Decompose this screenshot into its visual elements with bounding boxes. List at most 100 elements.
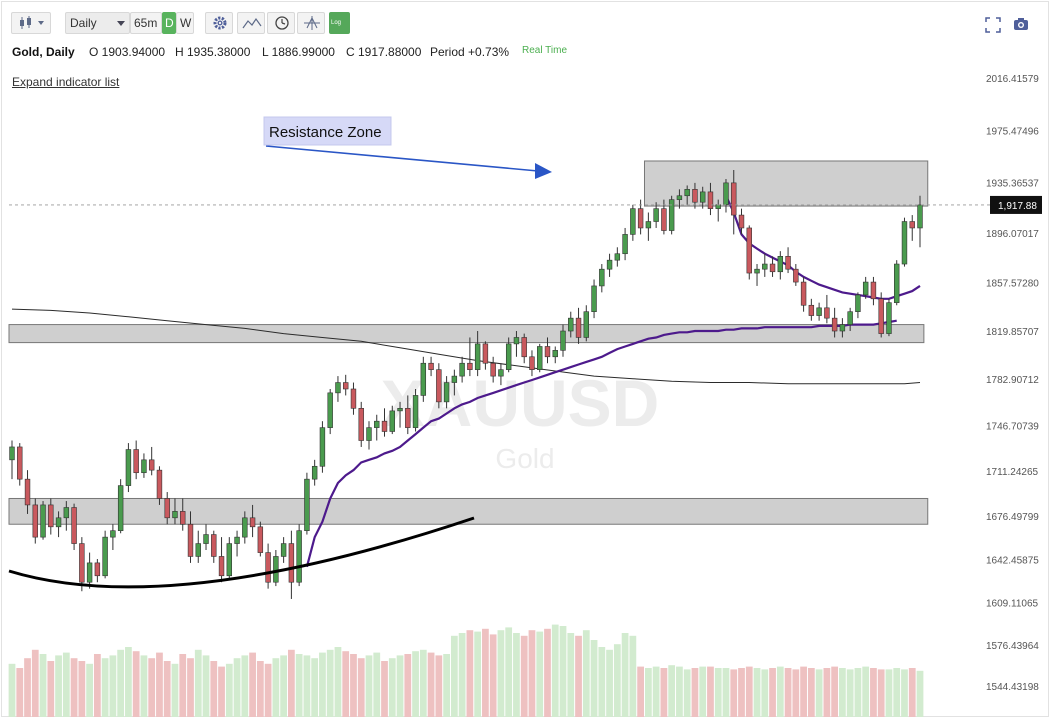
y-tick-label: 1935.36537: [986, 178, 1039, 189]
candle: [699, 186, 706, 209]
candle: [117, 479, 124, 534]
candle-body: [498, 369, 504, 377]
candle: [917, 195, 923, 248]
candle-body: [156, 469, 163, 499]
candle: [831, 307, 838, 338]
candle-body: [583, 311, 589, 338]
interval-65m-button[interactable]: 65m: [130, 12, 162, 34]
candle: [653, 202, 659, 228]
volume-bar: [497, 630, 505, 717]
indicators-button[interactable]: [237, 12, 265, 34]
candle: [560, 324, 566, 357]
candle-body: [467, 362, 473, 370]
candle: [133, 440, 139, 480]
volume-bar: [730, 669, 738, 717]
candle-body: [505, 343, 512, 370]
log-scale-button[interactable]: Log: [329, 12, 350, 34]
volume-bar: [513, 633, 520, 717]
candle-body: [630, 208, 636, 235]
y-tick-label: 2016.41579: [986, 74, 1039, 85]
volume-bar: [520, 635, 528, 717]
candle: [785, 247, 791, 274]
candles-chart-type-button[interactable]: [11, 12, 51, 34]
candle-body: [746, 227, 752, 274]
drawing-tools-button[interactable]: [297, 12, 325, 34]
candle: [55, 511, 62, 538]
volume-bar: [427, 652, 435, 717]
candle: [148, 446, 155, 476]
candle: [296, 524, 302, 587]
candle-body: [451, 375, 458, 383]
candle-body: [226, 543, 233, 577]
volume-bar: [575, 635, 582, 717]
open-value: O 1903.94000: [89, 45, 166, 59]
volume-bar: [365, 655, 373, 717]
candle-body: [187, 523, 194, 557]
expand-indicator-list-link[interactable]: Expand indicator list: [12, 75, 120, 89]
y-tick-label: 1711.24265: [986, 467, 1039, 478]
volume-bar: [784, 668, 792, 717]
volume-bar: [637, 666, 644, 717]
candle-body: [661, 208, 667, 231]
volume-bar: [738, 668, 745, 717]
volume-bar: [629, 635, 637, 717]
sma-medium-line: [305, 319, 897, 568]
period-change: Period +0.73%: [430, 45, 510, 59]
volume-bar: [707, 666, 714, 717]
candle-body: [242, 517, 248, 538]
candle: [800, 276, 807, 312]
candle-body: [420, 362, 427, 396]
volume-bar: [823, 668, 831, 717]
volume-bar: [412, 651, 419, 717]
volume-bar: [761, 669, 769, 717]
interval-select[interactable]: Daily: [65, 12, 130, 34]
camera-icon[interactable]: [1013, 17, 1029, 31]
candle-body: [591, 285, 597, 312]
last-price-marker: 1,917.88: [9, 195, 1042, 214]
resistance-arrow-line: [265, 145, 539, 172]
candle-body: [366, 427, 372, 441]
candle: [358, 401, 364, 447]
candle: [436, 363, 442, 409]
candle-body: [715, 204, 721, 209]
resistance-zone: [643, 160, 929, 207]
candle: [862, 276, 869, 299]
volume-bar: [86, 663, 93, 717]
volume-bar: [652, 666, 660, 717]
candle-body: [699, 191, 706, 203]
replay-button[interactable]: [267, 12, 295, 34]
volume-bar: [31, 649, 39, 717]
volume-bar: [644, 668, 652, 717]
candle-body: [777, 256, 784, 273]
volume-bar: [443, 654, 450, 717]
interval-weekly-button[interactable]: W: [176, 12, 194, 34]
volume-bar: [202, 655, 210, 717]
volume-bar: [404, 654, 412, 717]
volume-bar: [466, 630, 474, 717]
candle-body: [180, 511, 186, 525]
candle-body: [32, 504, 38, 538]
candle-body: [195, 543, 201, 557]
fullscreen-icon[interactable]: [985, 17, 1001, 33]
volume-bar: [489, 634, 497, 717]
watermark: XAUUSD Gold: [381, 366, 660, 474]
candle-body: [350, 388, 357, 409]
low-value: L 1886.99000: [262, 45, 335, 59]
settings-button[interactable]: [205, 12, 233, 34]
volume-bar: [862, 666, 870, 717]
interval-daily-button[interactable]: D: [162, 12, 176, 34]
candle: [405, 395, 411, 435]
volume-bar: [396, 655, 404, 717]
candle-body: [793, 268, 799, 283]
candles-icon: [20, 16, 44, 29]
candle: [816, 302, 822, 321]
volume-bar: [39, 654, 47, 717]
candle: [490, 356, 496, 383]
volume-bar: [319, 652, 326, 717]
volume-bar: [210, 661, 218, 717]
candle-body: [459, 362, 465, 377]
volume-bar: [621, 633, 629, 717]
annotations: Resistance Zone: [8, 116, 552, 589]
candle: [521, 333, 527, 364]
